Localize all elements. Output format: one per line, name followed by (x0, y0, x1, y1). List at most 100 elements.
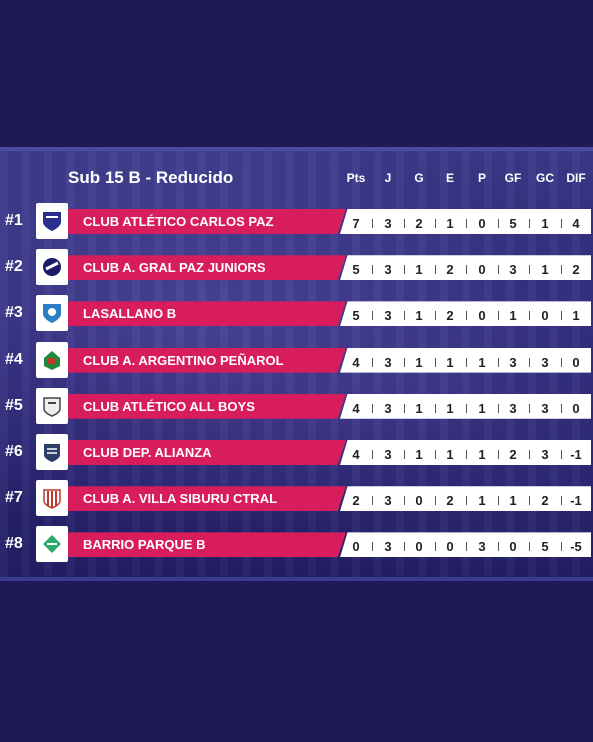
team-name-bar (68, 440, 346, 465)
column-header-gf: GF (504, 171, 522, 185)
stat-j: 3 (384, 400, 392, 416)
alianza-shield-icon (36, 434, 68, 470)
table-row: #7 CLUB A. VILLA SIBURU CTRAL 2 3 0 2 1 1 2 -1 (0, 480, 593, 520)
table-row: #1 CLUB ATLÉTICO CARLOS PAZ 7 3 2 1 0 5 1 4 (0, 203, 593, 243)
stat-p: 3 (478, 539, 486, 555)
stat-gc: 5 (541, 539, 549, 555)
stat-separator (403, 403, 405, 413)
stat-gc: 3 (541, 354, 549, 370)
stat-separator (403, 311, 405, 321)
stat-separator (497, 450, 499, 459)
team-name-bar (68, 486, 346, 512)
stat-gf: 1 (509, 493, 517, 509)
stat-e: 0 (446, 539, 454, 555)
stat-separator (434, 357, 436, 367)
stat-p: 1 (478, 400, 486, 416)
gral-paz-shield-icon (36, 249, 68, 286)
stat-gc: 0 (541, 308, 549, 324)
table-title: Sub 15 B - Reducido (68, 168, 234, 187)
stat-j: 3 (384, 308, 392, 324)
stat-p: 1 (478, 493, 486, 509)
stat-separator (466, 542, 467, 552)
panel-top-border (0, 147, 593, 151)
column-header-p: P (477, 171, 486, 185)
table-row: #4 CLUB A. ARGENTINO PEÑAROL 4 3 1 1 1 3 3 0 (0, 341, 593, 382)
stat-separator (529, 403, 530, 413)
column-header-gc: GC (536, 171, 554, 185)
table-row: #3 LASALLANO B 5 3 1 2 0 1 0 1 (0, 295, 593, 335)
stat-gf: 3 (509, 400, 517, 416)
stat-separator (560, 496, 562, 506)
stat-separator (403, 219, 405, 228)
stat-separator (434, 311, 436, 321)
lasallano-shield-icon (36, 295, 68, 332)
team-name: CLUB ATLÉTICO CARLOS PAZ (83, 214, 274, 229)
stats-bar: 5 3 1 2 0 1 0 1 (340, 301, 591, 327)
stat-separator (434, 219, 436, 228)
stat-separator (434, 496, 436, 506)
stat-j: 3 (384, 447, 392, 462)
stat-g: 1 (415, 354, 423, 370)
team-name-bar (68, 347, 346, 373)
team-name: CLUB A. VILLA SIBURU CTRAL (83, 491, 278, 507)
stat-pts: 4 (352, 447, 360, 462)
position-label: #7 (5, 489, 23, 507)
stat-gf: 2 (509, 447, 517, 462)
stat-e: 1 (446, 447, 454, 462)
panel-bottom-border (0, 577, 593, 581)
position-label: #6 (5, 443, 23, 460)
stat-dif: 0 (572, 354, 580, 370)
stat-separator (466, 265, 467, 275)
stat-pts: 4 (352, 354, 360, 370)
villa-siburu-shield-icon (36, 480, 68, 517)
stat-separator (560, 542, 562, 552)
stat-e: 2 (446, 308, 454, 324)
stat-separator (529, 542, 530, 552)
stat-separator (497, 403, 499, 413)
stat-gc: 1 (541, 262, 549, 278)
team-name: CLUB A. ARGENTINO PEÑAROL (83, 352, 284, 368)
stat-separator (529, 311, 530, 321)
stat-gc: 2 (541, 493, 549, 509)
column-header-g: G (414, 171, 424, 185)
stat-pts: 5 (352, 308, 360, 324)
stat-pts: 2 (352, 493, 360, 509)
stat-gc: 3 (541, 400, 549, 416)
stat-g: 2 (415, 216, 423, 231)
stat-g: 1 (415, 447, 423, 462)
stat-separator (372, 357, 373, 367)
stat-gf: 1 (509, 308, 517, 324)
stat-separator (497, 219, 499, 228)
stat-gf: 3 (509, 262, 517, 278)
stat-g: 0 (415, 493, 423, 509)
stat-separator (403, 357, 405, 367)
stat-j: 3 (384, 493, 392, 509)
stat-e: 1 (446, 400, 454, 416)
column-header-pts: Pts (346, 171, 366, 185)
stats-bar: 2 3 0 2 1 1 2 -1 (340, 486, 591, 512)
column-headers: Pts J G E P GF GC DIF (0, 171, 593, 187)
stat-e: 2 (446, 262, 454, 278)
stat-g: 0 (415, 539, 423, 555)
stat-p: 1 (478, 447, 486, 462)
stat-separator (403, 496, 405, 506)
stats-bar: 0 3 0 0 3 0 5 -5 (340, 532, 591, 558)
stat-separator (372, 496, 373, 506)
position-label: #5 (5, 396, 23, 414)
stat-j: 3 (384, 539, 392, 555)
stat-separator (560, 265, 562, 275)
team-name-bar (68, 209, 346, 234)
stat-e: 1 (446, 354, 454, 370)
stat-e: 2 (446, 493, 454, 509)
stat-g: 1 (415, 262, 423, 278)
stat-pts: 0 (352, 539, 360, 555)
stat-separator (372, 265, 373, 275)
stat-separator (497, 265, 499, 275)
column-header-e: E (445, 171, 454, 185)
stat-separator (529, 450, 530, 459)
team-name: CLUB DEP. ALIANZA (83, 445, 212, 460)
stat-separator (560, 403, 562, 413)
carlos-paz-shield-icon (36, 203, 68, 239)
stat-pts: 5 (352, 262, 360, 278)
stats-bar: 4 3 1 1 1 2 3 -1 (340, 440, 591, 465)
